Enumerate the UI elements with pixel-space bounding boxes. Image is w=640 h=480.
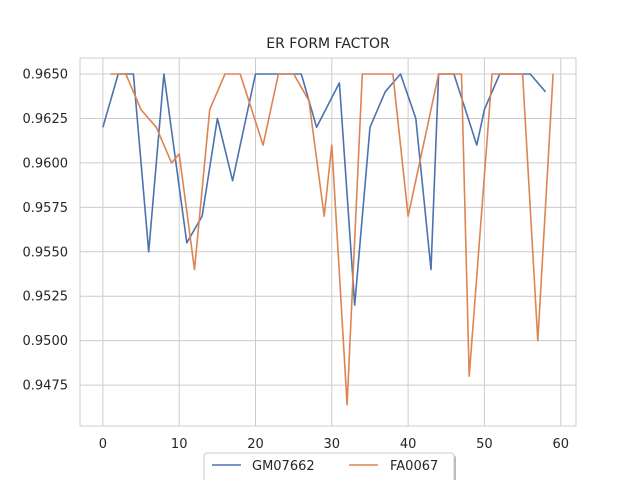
y-tick-label: 0.9575 [23,201,69,216]
x-axis: 0 10 20 30 40 50 60 [99,437,569,452]
chart-title: ER FORM FACTOR [266,36,390,52]
x-tick-label: 20 [247,437,264,452]
x-tick-label: 60 [552,437,569,452]
y-tick-label: 0.9525 [23,290,69,305]
legend: GM07662 FA0067 [203,452,456,480]
y-tick-label: 0.9600 [23,156,69,171]
legend-box [203,452,455,480]
series-line-2 [110,73,554,406]
y-tick-label: 0.9550 [23,245,69,260]
y-tick-label: 0.9650 [23,68,69,83]
y-tick-label: 0.9475 [23,379,69,394]
series-lines [102,73,554,406]
y-tick-label: 0.9500 [23,334,69,349]
legend-label-1: GM07662 [252,459,315,474]
series-line-1 [102,73,547,306]
grid-lines [80,58,576,426]
x-tick-label: 10 [171,437,188,452]
legend-label-2: FA0067 [390,459,438,474]
y-axis: 0.9475 0.9500 0.9525 0.9550 0.9575 0.9600 0.96… [23,68,69,394]
x-tick-label: 0 [99,437,107,452]
x-tick-label: 40 [400,437,417,452]
y-tick-label: 0.9625 [23,112,69,127]
x-tick-label: 50 [476,437,493,452]
x-tick-label: 30 [324,437,341,452]
plot-frame [79,57,577,427]
